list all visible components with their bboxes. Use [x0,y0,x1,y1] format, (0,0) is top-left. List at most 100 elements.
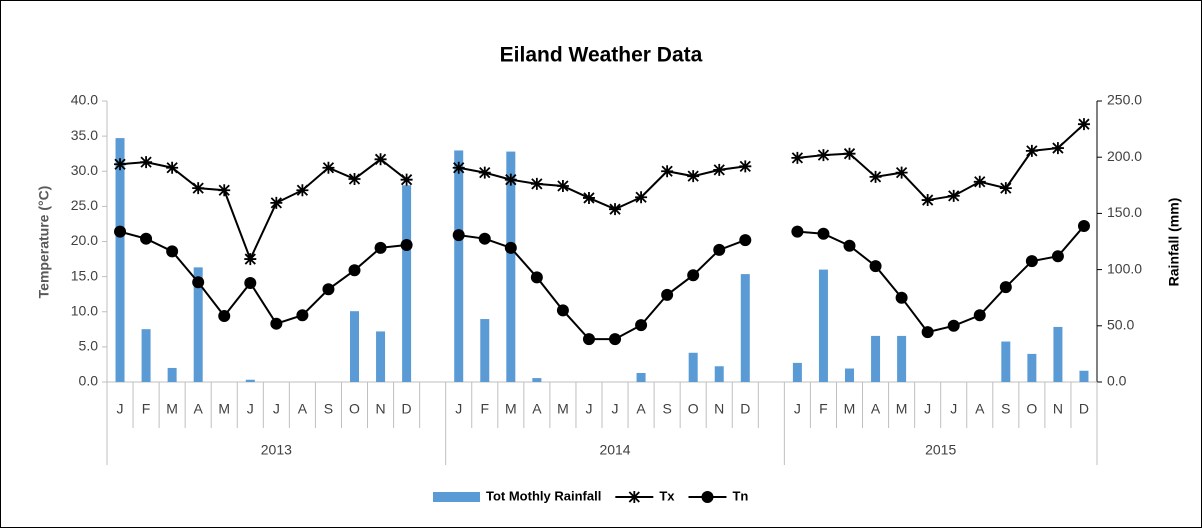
point [895,166,908,179]
point [400,173,413,186]
bar [1001,341,1011,382]
point [296,309,309,322]
point [504,241,517,254]
x-tick-label: O [349,401,360,417]
point [244,276,257,289]
point [478,232,491,245]
bar [688,352,698,382]
point [348,172,361,185]
x-tick-label: F [480,401,489,417]
y-axis-label: Temperature (°C) [36,186,52,299]
y2-axis-label: Rainfall (mm) [1166,198,1182,287]
y-tick-label: 30.0 [71,162,98,178]
x-tick-label: F [819,401,828,417]
x-tick-label: D [1079,401,1089,417]
x-tick-label: A [194,401,204,417]
y-tick-label: 5.0 [79,338,99,354]
point [192,182,205,195]
x-tick-label: M [557,401,569,417]
x-tick-label: D [402,401,412,417]
x-tick-label: M [896,401,908,417]
x-tick-label: F [142,401,151,417]
legend-marker [701,491,714,503]
point [843,239,856,252]
point [374,241,387,254]
x-tick-label: A [975,401,985,417]
point [947,189,960,202]
x-tick-label: J [455,401,462,417]
point [218,309,231,322]
point [635,319,648,332]
bar [792,362,802,382]
x-tick-label: A [532,401,542,417]
point [609,203,622,216]
legend-label: Tx [659,488,675,503]
point [140,156,153,169]
group-label: 2014 [599,442,630,458]
x-tick-label: J [924,401,931,417]
group-label: 2013 [261,442,292,458]
bar [897,335,907,382]
bar [454,150,464,382]
x-tick-label: S [1001,401,1010,417]
bar [376,331,386,382]
y-tick-label: 20.0 [71,232,98,248]
y2-tick-label: 250.0 [1107,92,1142,108]
point [296,184,309,197]
point [1051,142,1064,155]
y-tick-label: 25.0 [71,197,98,213]
bar [1053,326,1063,382]
point [452,161,465,174]
x-tick-label: J [117,401,124,417]
x-tick-label: M [166,401,178,417]
point [999,281,1012,294]
x-tick-label: M [218,401,230,417]
bar [141,329,151,382]
point [869,170,882,183]
x-tick-label: O [1026,401,1037,417]
bar [1027,353,1037,382]
x-tick-label: N [1053,401,1063,417]
point [374,153,387,166]
x-tick-label: A [871,401,881,417]
point [1077,118,1090,131]
point [1051,250,1064,263]
y-tick-label: 35.0 [71,127,98,143]
y2-tick-label: 200.0 [1107,148,1142,164]
point [244,253,257,266]
point [140,232,153,245]
legend-label: Tn [732,488,748,503]
point [556,304,569,317]
x-tick-label: M [844,401,856,417]
point [791,225,804,238]
y2-tick-label: 100.0 [1107,260,1142,276]
x-tick-label: M [505,401,517,417]
y2-tick-label: 50.0 [1107,317,1134,333]
x-tick-label: A [636,401,646,417]
point [348,264,361,277]
point [582,191,595,204]
x-tick-label: J [612,401,619,417]
point [817,227,830,240]
point [635,191,648,204]
point [921,194,934,207]
x-tick-label: N [714,401,724,417]
point [739,234,752,247]
point [609,333,622,346]
point [973,309,986,322]
point [687,269,700,282]
bar [402,185,412,382]
point [478,166,491,179]
bar [193,267,203,382]
y-tick-label: 0.0 [79,373,99,389]
x-tick-label: A [298,401,308,417]
x-tick-label: J [273,401,280,417]
point [1025,144,1038,157]
bar [506,151,516,382]
bar [714,366,724,382]
point [739,160,752,173]
point [869,260,882,273]
point [322,161,335,174]
point [713,163,726,176]
